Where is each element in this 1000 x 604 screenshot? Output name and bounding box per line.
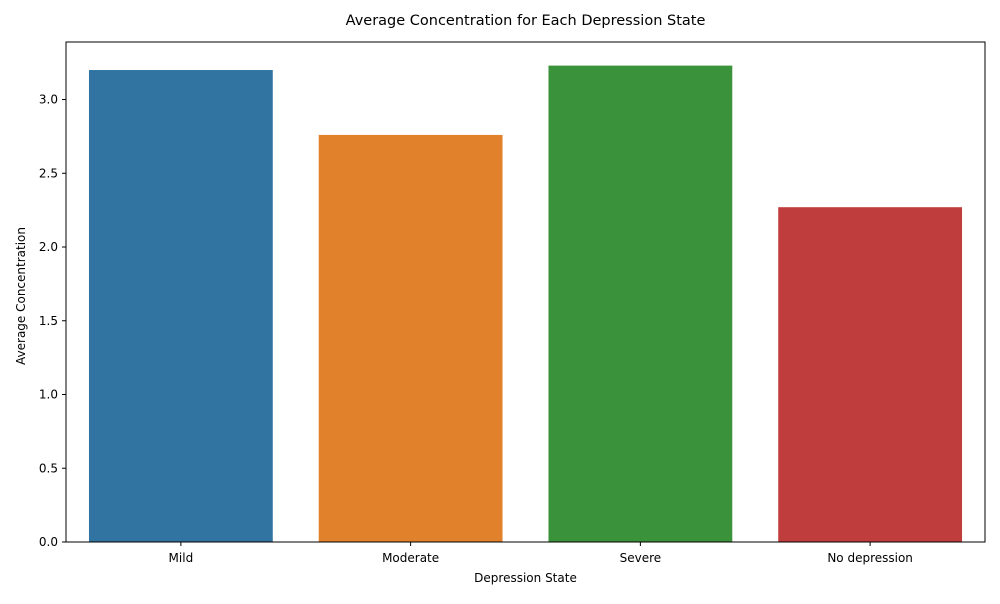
y-tick-label: 0.0 [39, 535, 58, 549]
y-tick-label: 1.0 [39, 388, 58, 402]
y-tick-label: 1.5 [39, 314, 58, 328]
x-tick-label: Moderate [382, 551, 439, 565]
y-axis-label: Average Concentration [14, 227, 28, 365]
x-tick-label: Severe [620, 551, 662, 565]
y-tick-label: 2.5 [39, 166, 58, 180]
x-tick-label: Mild [169, 551, 194, 565]
x-axis-ticks: Mild Moderate Severe No depression [169, 542, 913, 565]
bar-mild [88, 70, 273, 543]
chart-title: Average Concentration for Each Depressio… [346, 13, 706, 29]
bar-no-depression [778, 207, 963, 542]
bars-group [88, 65, 963, 543]
x-tick-label: No depression [827, 551, 913, 565]
y-tick-label: 3.0 [39, 93, 58, 107]
y-axis-ticks: 0.0 0.5 1.0 1.5 2.0 2.5 3.0 [39, 93, 66, 549]
plot-frame [65, 41, 986, 543]
x-axis-label: Depression State [474, 571, 577, 585]
y-tick-label: 0.5 [39, 461, 58, 475]
bar-severe [548, 65, 733, 543]
y-tick-label: 2.0 [39, 240, 58, 254]
bar-moderate [318, 134, 503, 542]
